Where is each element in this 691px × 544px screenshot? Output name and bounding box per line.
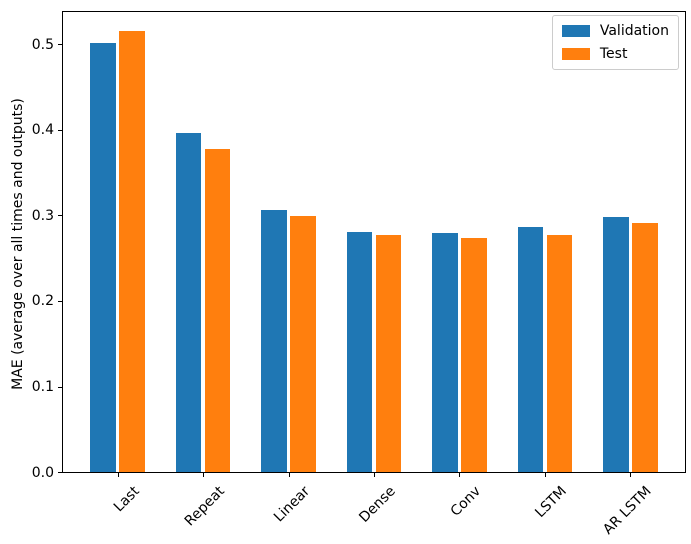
y-tick-label: 0.4 (31, 122, 54, 139)
bar-validation-last (90, 42, 116, 472)
x-tick-mark (630, 473, 632, 477)
y-tick-label: 0.0 (31, 464, 54, 481)
bar-test-ar-lstm (632, 223, 658, 472)
bar-test-last (119, 30, 145, 472)
x-tick-label-dense: Dense (356, 483, 399, 526)
bar-validation-conv (432, 232, 458, 472)
y-tick-mark (58, 129, 62, 131)
y-tick-label: 0.3 (31, 207, 54, 224)
bar-validation-repeat (175, 133, 202, 472)
legend-label: Validation (599, 23, 669, 39)
x-tick-mark (203, 473, 205, 477)
legend-label: Test (599, 46, 628, 62)
legend-box: Validation Test (551, 15, 679, 70)
x-tick-label-lstm: LSTM (531, 483, 570, 522)
legend-item-validation: Validation (561, 23, 669, 39)
bar-validation-ar-lstm (603, 217, 629, 472)
x-tick-label-repeat: Repeat (181, 483, 228, 530)
bar-test-repeat (204, 148, 231, 472)
x-tick-mark (288, 473, 290, 477)
x-tick-mark (544, 473, 546, 477)
bar-test-linear (290, 216, 316, 472)
legend-swatch-validation (561, 25, 590, 37)
bar-test-dense (375, 235, 402, 472)
x-tick-label-last: Last (110, 483, 143, 516)
x-tick-mark (459, 473, 461, 477)
y-tick-label: 0.5 (31, 36, 54, 53)
plot-area (62, 11, 686, 473)
bar-test-lstm (546, 235, 573, 472)
x-tick-label-linear: Linear (271, 483, 314, 526)
legend-swatch-test (561, 48, 590, 60)
y-tick-mark (58, 472, 62, 473)
y-tick-label: 0.2 (31, 293, 54, 310)
bar-validation-dense (346, 231, 373, 472)
y-tick-mark (58, 386, 62, 388)
y-tick-mark (58, 215, 62, 217)
x-tick-label-ar-lstm: AR LSTM (600, 483, 655, 538)
y-tick-mark (58, 300, 62, 302)
bar-validation-linear (261, 210, 287, 472)
bar-validation-lstm (517, 227, 544, 472)
y-tick-label: 0.1 (31, 379, 54, 395)
y-axis-label: MAE (average over all times and outputs) (10, 98, 26, 390)
legend-item-test: Test (561, 46, 669, 62)
bar-test-conv (461, 237, 487, 472)
x-tick-mark (374, 473, 375, 477)
y-tick-mark (58, 44, 62, 46)
x-tick-mark (117, 473, 119, 477)
x-tick-label-conv: Conv (447, 483, 484, 520)
